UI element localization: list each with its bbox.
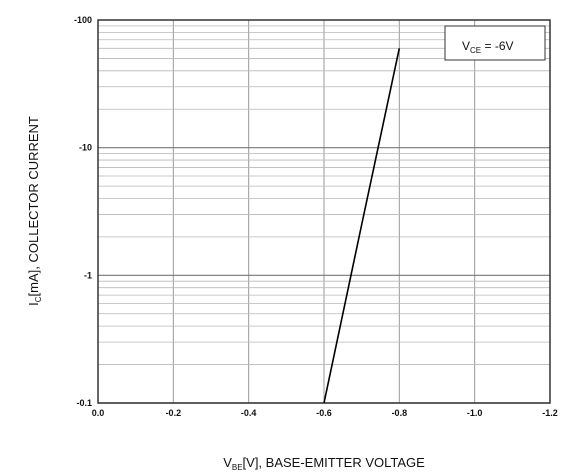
x-tick-labels: 0.0 -0.2 -0.4 -0.6 -0.8 -1.0 -1.2 [92, 408, 558, 418]
x-tick-label: -0.2 [166, 408, 182, 418]
legend-label: VCE = -6V [462, 39, 514, 55]
x-tick-label: -0.4 [241, 408, 257, 418]
legend-box: VCE = -6V [444, 25, 546, 61]
x-tick-label: -1.0 [467, 408, 483, 418]
y-tick-label: -100 [74, 15, 92, 25]
x-tick-label: -0.8 [392, 408, 408, 418]
x-axis-label: VBE[V], BASE-EMITTER VOLTAGE [223, 455, 425, 472]
y-tick-label: -0.1 [76, 398, 92, 408]
x-tick-label: -0.6 [316, 408, 332, 418]
y-tick-label: -1 [84, 270, 92, 280]
x-tick-label: 0.0 [92, 408, 105, 418]
grid [97, 20, 551, 404]
series-group [323, 48, 401, 404]
y-axis-label: IC[mA], COLLECTOR CURRENT [26, 116, 43, 306]
y-tick-label: -10 [79, 143, 92, 153]
series-line [323, 48, 401, 404]
x-tick-label: -1.2 [542, 408, 558, 418]
y-tick-labels: -0.1 -1 -10 -100 [74, 15, 92, 408]
